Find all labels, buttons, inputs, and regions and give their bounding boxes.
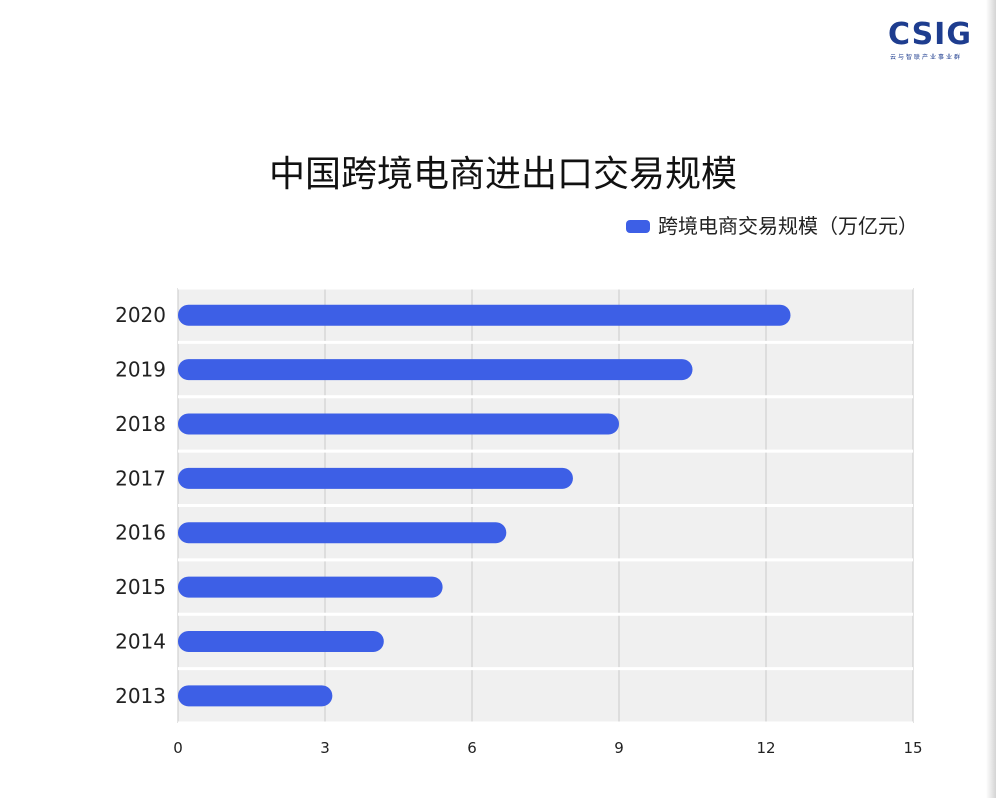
x-tick-label: 0 <box>173 739 183 757</box>
y-tick-label: 2015 <box>115 575 166 599</box>
logo-mark: CSIG <box>888 17 972 52</box>
bar-2020 <box>178 304 791 326</box>
x-tick-label: 15 <box>903 739 922 757</box>
chart-title: 中国跨境电商进出口交易规模 <box>268 154 737 195</box>
bar-2019 <box>178 359 693 381</box>
y-tick-label: 2014 <box>115 629 166 653</box>
x-tick-label: 3 <box>320 739 330 757</box>
page-edge-shadow <box>986 0 996 798</box>
x-tick-label: 12 <box>756 739 775 757</box>
y-tick-label: 2013 <box>115 684 166 708</box>
y-tick-label: 2017 <box>115 466 166 490</box>
y-tick-label: 2020 <box>115 303 166 327</box>
y-tick-label: 2019 <box>115 358 166 382</box>
bar-2015 <box>178 576 443 598</box>
bar-2016 <box>178 522 507 544</box>
csig-logo: CSIG 云与智联产业事业群 <box>888 18 986 62</box>
legend-swatch <box>626 219 650 233</box>
bar-2018 <box>178 413 619 435</box>
y-tick-label: 2016 <box>115 521 166 545</box>
bar-2013 <box>178 685 333 707</box>
bar-2014 <box>178 630 384 652</box>
legend-label: 跨境电商交易规模（万亿元） <box>658 214 918 238</box>
y-tick-label: 2018 <box>115 412 166 436</box>
chart-legend: 跨境电商交易规模（万亿元） <box>626 213 918 239</box>
bar-2017 <box>178 467 573 489</box>
x-tick-label: 9 <box>614 739 624 757</box>
x-tick-label: 6 <box>467 739 477 757</box>
logo-subtitle: 云与智联产业事业群 <box>890 54 963 61</box>
